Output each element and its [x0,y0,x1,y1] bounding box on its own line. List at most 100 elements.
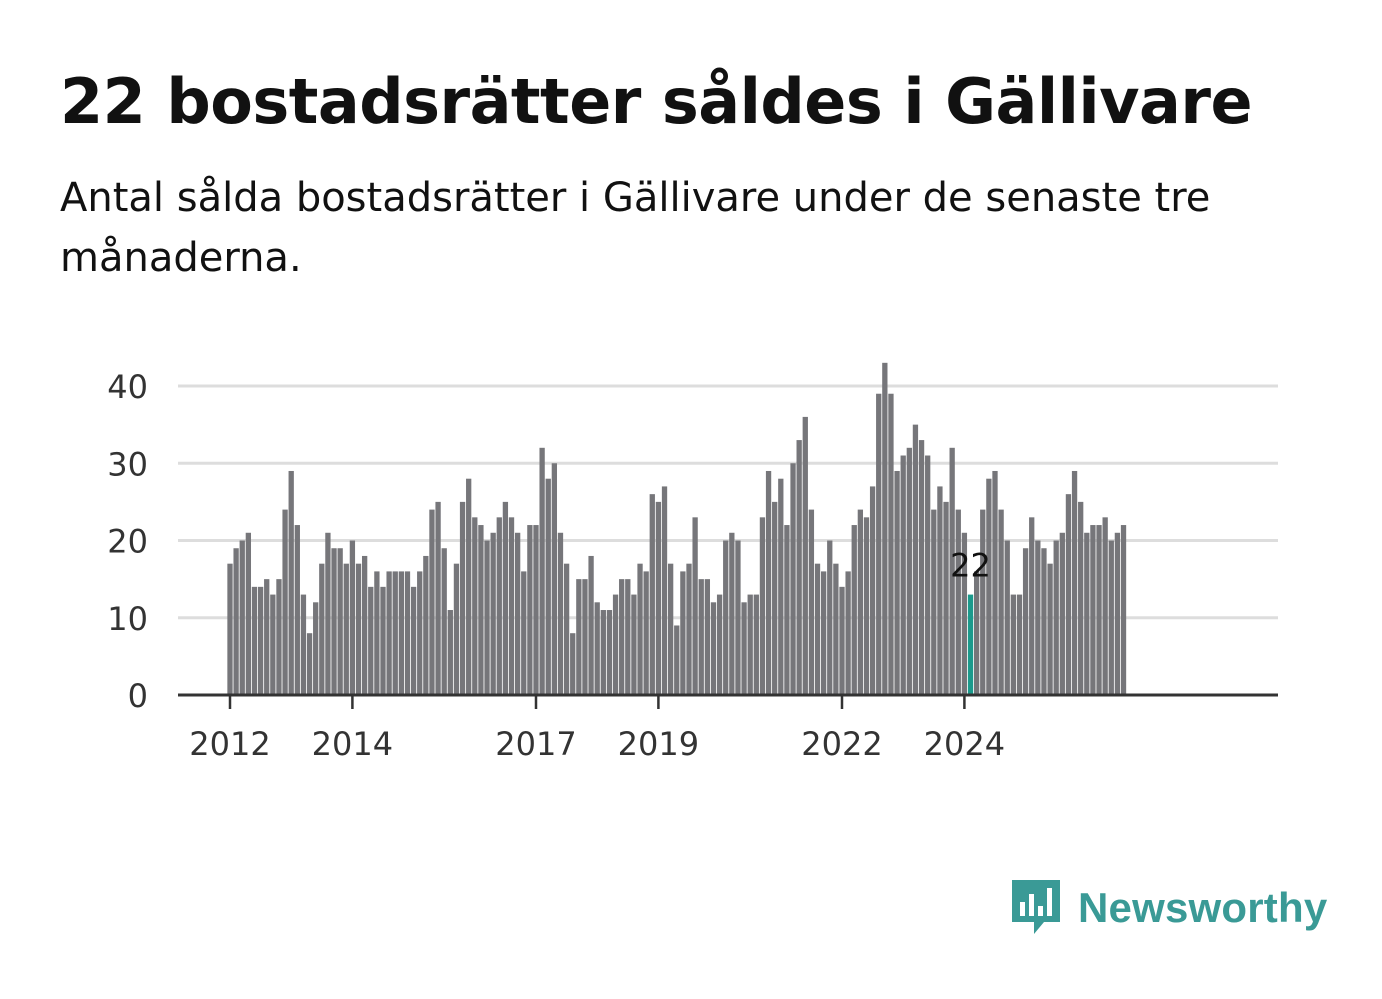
bar [1047,563,1053,695]
bar [1016,594,1023,695]
bar [576,579,582,696]
bar [355,563,362,695]
bar [814,563,821,695]
bar [980,509,986,695]
y-tick-label: 0 [128,677,148,715]
bars [227,362,1127,696]
bar [863,517,870,695]
bar [882,362,888,695]
bar [1108,540,1114,695]
bar [1010,594,1017,695]
bar [563,563,570,695]
bar [521,571,527,695]
bar [1041,548,1047,695]
bar [820,571,827,695]
bar [600,610,606,695]
bar [1004,540,1010,695]
bar [533,525,539,695]
bar [918,440,925,695]
bar [784,525,790,695]
bar [796,440,802,695]
bar [643,571,649,695]
bar [288,470,294,695]
bar [570,633,576,695]
bar [833,563,839,695]
bar [361,555,368,695]
bar [943,501,949,696]
bar [380,586,386,695]
bar [876,393,882,695]
bar [765,470,772,695]
bar [955,509,961,695]
bar [588,555,594,695]
bar [343,563,349,695]
bar [747,594,753,695]
bar [447,610,453,695]
bar [1022,548,1029,695]
bar [723,540,729,695]
bar [667,563,674,695]
bar [496,517,502,695]
y-axis-labels: 0 10 20 30 40 [107,368,148,715]
bar [631,594,637,695]
bar [1035,540,1041,695]
bar-highlight [967,594,974,695]
y-tick-label: 40 [107,368,148,406]
x-tick-label: 2014 [312,725,393,763]
bar [441,548,447,695]
bar [729,532,735,695]
bar [386,571,392,695]
bar [227,563,233,695]
bar [625,579,631,696]
bar [900,455,906,695]
bar [637,563,643,695]
chart-subtitle: Antal sålda bostadsrätter i Gällivare un… [60,175,1211,281]
bar [1102,517,1108,695]
bar [276,579,282,696]
bar [869,486,876,695]
bar [490,532,496,695]
bar [594,602,600,695]
bar [912,424,919,696]
bar [539,447,545,695]
bar [251,586,258,695]
brand-name: Newsworthy [1078,884,1328,931]
bar [374,571,380,695]
bar [417,571,423,695]
bar [429,509,435,695]
x-tick-label: 2017 [495,725,576,763]
bar [906,447,912,695]
bar [551,463,558,695]
bar [692,517,698,695]
bar [986,478,992,695]
bar [484,540,490,695]
bar [686,563,692,695]
bar [404,571,411,695]
x-tick-label: 2012 [189,725,270,763]
bar [949,447,955,695]
bar [349,540,356,695]
bar [398,571,405,695]
bar [735,540,741,695]
bar [827,540,833,695]
y-tick-label: 10 [107,600,148,638]
bar [1090,525,1096,695]
bar [1029,517,1035,695]
bar [612,594,619,695]
bar [264,579,270,696]
bar [1096,525,1102,695]
bar [973,571,980,695]
bar [270,594,276,695]
bar [545,478,551,695]
bar [392,571,398,695]
bar [606,610,613,695]
bar [1084,532,1090,695]
bar [778,478,784,695]
bar [772,501,778,696]
bar [710,602,717,695]
y-tick-label: 20 [107,523,148,561]
bar [1053,540,1059,695]
bar [619,579,625,696]
bar [937,486,943,695]
